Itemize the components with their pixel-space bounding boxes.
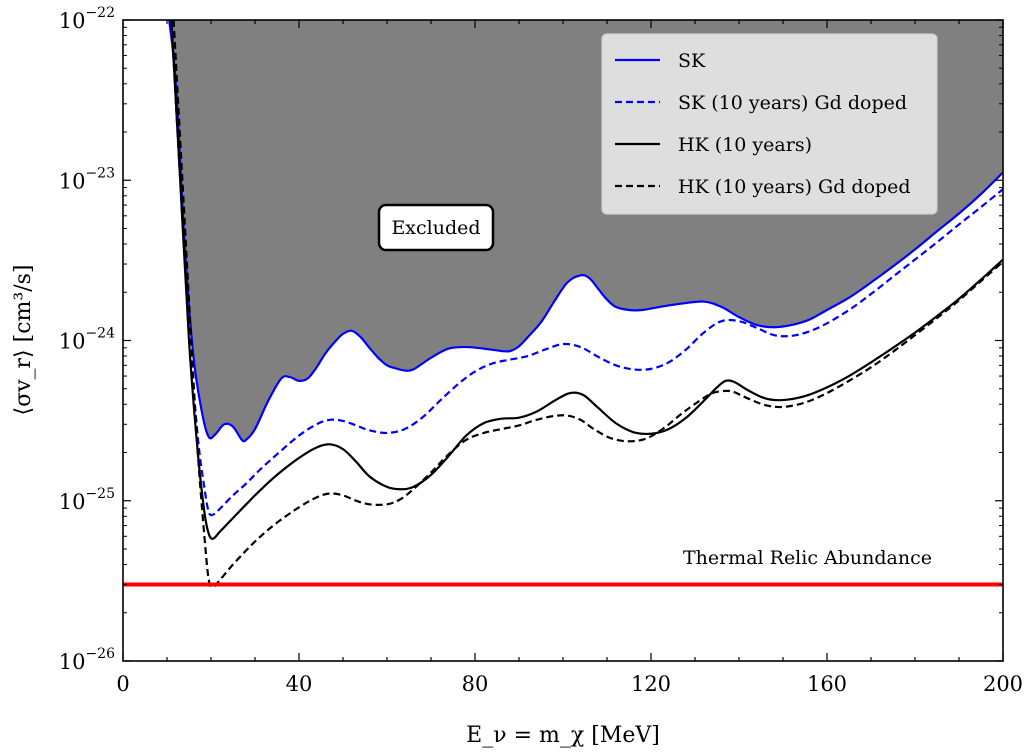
legend-box [601,33,938,215]
y-tick-label: 10−26 [59,646,115,674]
x-tick-label: 120 [631,672,671,696]
excluded-label: Excluded [391,217,480,239]
y-tick-label: 10−23 [59,165,115,193]
x-tick-label: 40 [286,672,313,696]
series-line-sk-10-years-gd-doped [170,20,1003,517]
x-tick-label: 80 [462,672,489,696]
y-tick-label: 10−24 [59,326,115,354]
series-line-hk-10-years [170,20,1003,540]
x-tick-label: 160 [807,672,847,696]
x-tick-label: 200 [983,672,1023,696]
legend-label: HK (10 years) [678,134,812,156]
thermal-relic-label: Thermal Relic Abundance [683,547,932,569]
legend-label: HK (10 years) Gd doped [678,176,911,198]
excluded-annotation: Excluded [377,203,495,252]
x-tick-label: 0 [116,672,129,696]
legend: SK SK (10 years) Gd doped HK (10 years) HK … [601,33,938,215]
y-axis-label: ⟨σv_r⟩ [cm³/s] [11,265,36,416]
legend-label: SK (10 years) Gd doped [678,92,907,114]
series-line-hk-10-years-gd-doped [172,20,1003,589]
legend-label: SK [678,50,706,72]
y-tick-label: 10−22 [59,5,115,33]
x-axis-label: E_ν = m_χ [MeV] [466,723,660,748]
y-tick-label: 10−25 [59,486,115,514]
series-line-sk [168,20,1003,443]
